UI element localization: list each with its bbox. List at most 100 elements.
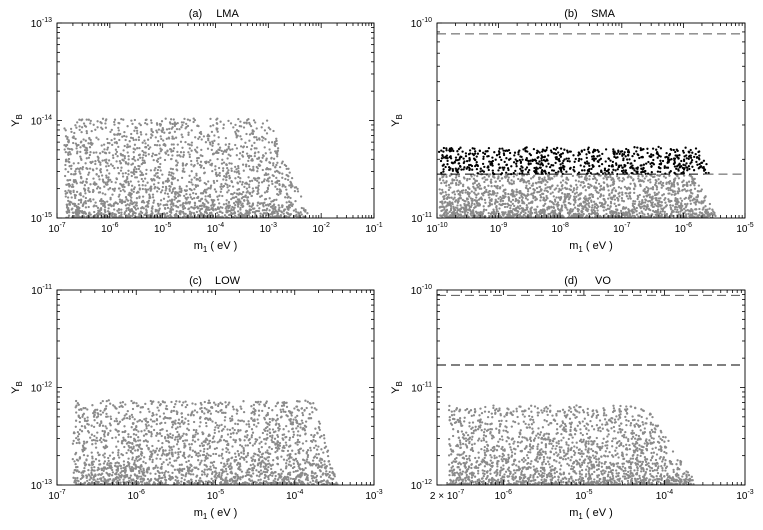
data-point [230, 197, 233, 201]
data-point [158, 152, 161, 155]
data-point [506, 202, 509, 205]
data-point [220, 162, 224, 165]
data-point [612, 180, 616, 183]
data-point [705, 208, 708, 212]
data-point [635, 206, 638, 210]
data-point [543, 211, 546, 215]
data-point [81, 165, 85, 169]
data-point [64, 150, 67, 154]
data-point [225, 211, 228, 214]
data-point [475, 155, 478, 158]
data-point [641, 212, 644, 215]
data-point [597, 150, 600, 153]
data-point [571, 190, 574, 194]
data-point [588, 164, 591, 167]
data-point [264, 197, 268, 201]
data-point [140, 171, 143, 175]
data-point [103, 204, 106, 207]
data-point [69, 190, 72, 193]
data-point [536, 213, 539, 216]
data-point [171, 188, 175, 191]
data-point [171, 167, 175, 171]
data-point [612, 150, 615, 153]
data-point [576, 186, 579, 189]
data-point [647, 160, 650, 164]
data-point [633, 146, 636, 149]
data-point [108, 203, 112, 206]
data-point [689, 209, 692, 213]
data-point [296, 187, 299, 191]
x-axis-label: m1 ( eV ) [194, 240, 238, 254]
data-point [647, 200, 650, 203]
data-point [214, 207, 217, 211]
data-point [498, 147, 501, 150]
data-point [461, 191, 464, 195]
data-point [682, 159, 686, 163]
data-point [580, 150, 583, 153]
data-point [147, 188, 150, 191]
data-point [677, 157, 680, 160]
data-point [81, 144, 84, 147]
data-point [541, 148, 545, 151]
data-point [204, 198, 207, 201]
data-point [187, 133, 190, 137]
data-point [646, 151, 649, 155]
data-point [672, 157, 676, 160]
data-point [276, 214, 279, 217]
data-point [288, 206, 292, 209]
data-point [660, 183, 664, 187]
data-point [236, 188, 239, 191]
data-point [143, 161, 147, 164]
data-point [161, 126, 164, 130]
data-point [120, 211, 123, 214]
data-point [702, 215, 705, 218]
data-point [136, 207, 140, 210]
data-point [119, 161, 123, 165]
data-point [83, 148, 87, 152]
data-point [149, 146, 152, 149]
data-point [467, 153, 471, 156]
data-point [235, 147, 239, 150]
data-point [190, 181, 193, 184]
data-point [133, 143, 137, 146]
data-point [284, 177, 287, 181]
data-point [188, 155, 191, 159]
data-point [73, 131, 76, 135]
data-point [248, 185, 251, 189]
data-point [74, 124, 77, 127]
data-point [138, 165, 141, 168]
data-point [99, 171, 103, 174]
data-point [183, 194, 186, 198]
data-point [70, 185, 74, 189]
data-point [638, 200, 641, 203]
data-point [669, 212, 673, 216]
data-point [245, 121, 248, 124]
data-point [513, 154, 516, 157]
data-point [112, 156, 115, 160]
data-point [272, 129, 275, 133]
data-point [614, 204, 618, 208]
data-point [84, 192, 87, 195]
data-point [679, 197, 682, 200]
data-point [448, 168, 451, 172]
data-point [267, 184, 271, 187]
data-point [491, 189, 495, 193]
data-point [582, 205, 585, 208]
data-point [482, 208, 486, 211]
data-point [590, 212, 593, 216]
data-point [86, 167, 89, 171]
data-point [176, 179, 180, 182]
data-point [227, 201, 231, 204]
data-point [225, 175, 228, 179]
data-point [532, 191, 535, 195]
data-point [75, 152, 79, 155]
data-point [253, 154, 256, 158]
data-point [655, 184, 658, 188]
data-point [124, 204, 128, 207]
data-point [192, 191, 195, 195]
data-point [64, 129, 67, 132]
data-point [138, 196, 141, 199]
data-point [91, 190, 95, 194]
data-point [643, 204, 646, 207]
data-point [270, 200, 273, 203]
